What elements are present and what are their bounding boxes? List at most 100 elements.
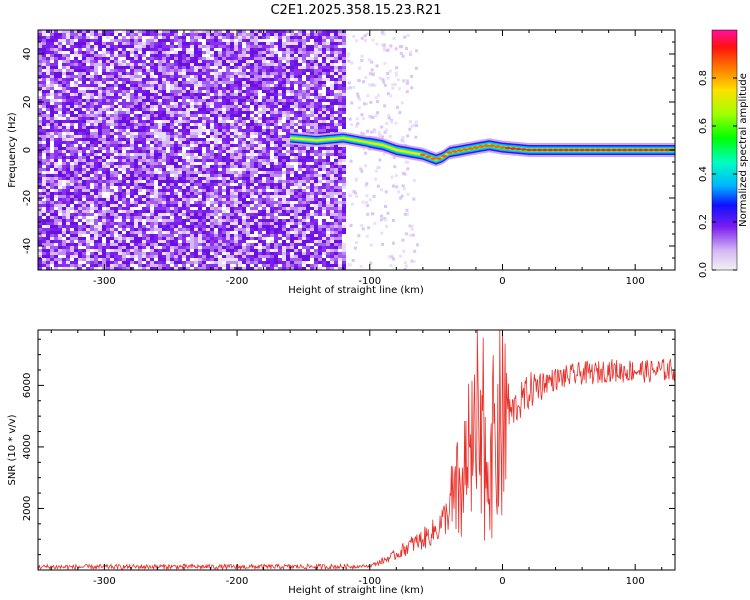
heatmap-cell bbox=[94, 141, 98, 144]
heatmap-cell bbox=[290, 150, 294, 153]
heatmap-cell bbox=[122, 48, 126, 51]
heatmap-cell bbox=[86, 132, 90, 135]
heatmap-cell bbox=[138, 189, 142, 192]
heatmap-cell bbox=[66, 93, 70, 96]
heatmap-cell bbox=[166, 180, 170, 183]
heatmap-cell bbox=[150, 156, 154, 159]
heatmap-cell bbox=[214, 123, 218, 126]
heatmap-cell bbox=[154, 207, 158, 210]
heatmap-cell bbox=[110, 162, 114, 165]
heatmap-cell bbox=[274, 96, 278, 99]
heatmap-cell bbox=[190, 219, 194, 222]
heatmap-cell bbox=[186, 138, 190, 141]
heatmap-cell bbox=[202, 180, 206, 183]
heatmap-cell bbox=[70, 243, 74, 246]
heatmap-cell bbox=[150, 132, 154, 135]
heatmap-cell bbox=[282, 147, 286, 150]
heatmap-cell bbox=[162, 42, 166, 45]
heatmap-cell bbox=[66, 237, 70, 240]
heatmap-cell bbox=[54, 144, 58, 147]
heatmap-cell bbox=[250, 147, 254, 150]
heatmap-cell bbox=[254, 198, 258, 201]
heatmap-cell bbox=[82, 147, 86, 150]
heatmap-cell bbox=[86, 60, 90, 63]
heatmap-cell bbox=[38, 204, 42, 207]
heatmap-cell bbox=[274, 54, 278, 57]
heatmap-cell bbox=[186, 123, 190, 126]
heatmap-cell bbox=[82, 240, 86, 243]
heatmap-cell bbox=[98, 141, 102, 144]
heatmap-cell bbox=[130, 156, 134, 159]
heatmap-cell bbox=[150, 189, 154, 192]
heatmap-cell bbox=[242, 219, 246, 222]
heatmap-cell bbox=[198, 117, 202, 120]
heatmap-cell bbox=[266, 228, 270, 231]
heatmap-cell bbox=[206, 255, 210, 258]
heatmap-cell bbox=[114, 63, 118, 66]
heatmap-cell bbox=[290, 57, 294, 60]
heatmap-cell bbox=[114, 246, 118, 249]
heatmap-cell bbox=[302, 114, 306, 117]
heatmap-cell bbox=[102, 69, 106, 72]
heatmap-cell bbox=[50, 129, 54, 132]
heatmap-cell bbox=[294, 36, 298, 39]
heatmap-cell bbox=[258, 192, 262, 195]
heatmap-cell bbox=[134, 105, 138, 108]
heatmap-cell bbox=[254, 225, 258, 228]
heatmap-cell bbox=[206, 111, 210, 114]
heatmap-cell bbox=[290, 153, 294, 156]
heatmap-cell bbox=[130, 165, 134, 168]
heatmap-cell bbox=[178, 102, 182, 105]
heatmap-cell bbox=[54, 249, 58, 252]
heatmap-cell bbox=[130, 162, 134, 165]
heatmap-cell bbox=[162, 171, 166, 174]
heatmap-cell bbox=[170, 201, 174, 204]
heatmap-cell bbox=[206, 165, 210, 168]
heatmap-cell bbox=[266, 135, 270, 138]
heatmap-cell bbox=[246, 42, 250, 45]
heatmap-cell bbox=[78, 33, 82, 36]
heatmap-cell bbox=[266, 162, 270, 165]
heatmap-cell bbox=[54, 78, 58, 81]
heatmap-cell bbox=[182, 54, 186, 57]
heatmap-cell bbox=[42, 159, 46, 162]
heatmap-cell bbox=[162, 240, 166, 243]
heatmap-cell bbox=[250, 192, 254, 195]
heatmap-cell bbox=[282, 180, 286, 183]
heatmap-cell bbox=[98, 138, 102, 141]
heatmap-cell bbox=[258, 63, 262, 66]
heatmap-cell bbox=[250, 216, 254, 219]
heatmap-cell bbox=[314, 150, 318, 153]
heatmap-cell bbox=[298, 213, 302, 216]
heatmap-cell bbox=[310, 165, 314, 168]
heatmap-cell bbox=[86, 135, 90, 138]
heatmap-cell bbox=[158, 75, 162, 78]
heatmap-cell bbox=[226, 219, 230, 222]
heatmap-cell bbox=[106, 168, 110, 171]
heatmap-cell bbox=[134, 135, 138, 138]
heatmap-cell bbox=[138, 93, 142, 96]
heatmap-cell bbox=[310, 216, 314, 219]
heatmap-cell bbox=[194, 213, 198, 216]
heatmap-cell bbox=[38, 237, 42, 240]
heatmap-cell bbox=[106, 264, 110, 267]
heatmap-cell bbox=[94, 267, 98, 270]
heatmap-cell bbox=[154, 57, 158, 60]
heatmap-cell bbox=[182, 51, 186, 54]
heatmap-cell bbox=[242, 144, 246, 147]
heatmap-cell bbox=[258, 201, 262, 204]
heatmap-cell bbox=[134, 30, 138, 33]
heatmap-cell bbox=[310, 108, 314, 111]
heatmap-cell bbox=[214, 57, 218, 60]
heatmap-cell bbox=[90, 201, 94, 204]
heatmap-cell bbox=[238, 72, 242, 75]
heatmap-cell bbox=[298, 153, 302, 156]
heatmap-cell bbox=[78, 210, 82, 213]
heatmap-cell bbox=[222, 126, 226, 129]
heatmap-cell bbox=[214, 126, 218, 129]
heatmap-cell bbox=[206, 120, 210, 123]
heatmap-cell bbox=[126, 234, 130, 237]
heatmap-cell bbox=[298, 72, 302, 75]
heatmap-cell bbox=[242, 240, 246, 243]
heatmap-cell bbox=[74, 165, 78, 168]
